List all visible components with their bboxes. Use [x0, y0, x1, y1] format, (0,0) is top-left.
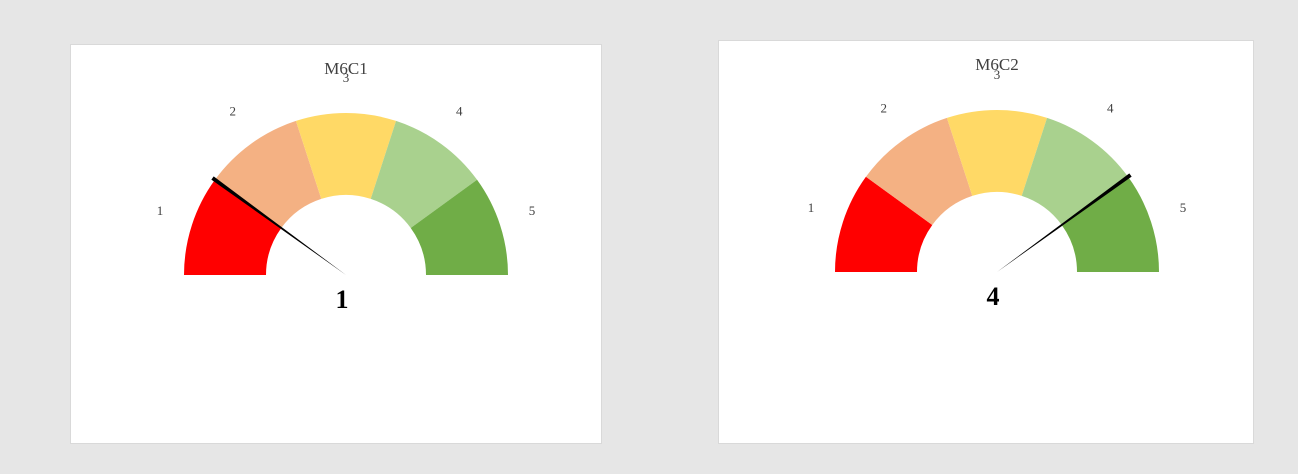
gauge-segment	[370, 120, 478, 228]
gauge-segment	[835, 176, 933, 272]
chart-title: M6C2	[975, 55, 1018, 74]
segment-label: 1	[157, 203, 164, 218]
segment-label: 3	[343, 70, 350, 85]
needle	[997, 173, 1132, 272]
segment-label: 2	[880, 101, 887, 116]
segment-label: 5	[1180, 200, 1187, 215]
segment-label: 5	[529, 203, 536, 218]
gauge-segment	[1021, 117, 1129, 225]
needle	[211, 176, 346, 275]
value-label: 1	[336, 285, 349, 314]
value-label: 4	[987, 282, 1000, 311]
chart-panel	[718, 40, 1254, 444]
gauge-segment	[865, 117, 973, 225]
chart-panel	[70, 44, 602, 444]
segment-label: 2	[229, 104, 236, 119]
segment-label: 4	[456, 104, 463, 119]
gauge-segment	[295, 113, 397, 199]
segment-label: 3	[994, 67, 1001, 82]
gauge-segment	[946, 109, 1048, 196]
segment-label: 1	[808, 200, 815, 215]
gauge-segment	[1061, 176, 1159, 272]
chart-title: M6C1	[324, 59, 367, 78]
gauge-segment	[214, 120, 322, 228]
segment-label: 4	[1107, 101, 1114, 116]
gauge-segment	[184, 179, 282, 275]
gauge-segment	[410, 179, 508, 275]
